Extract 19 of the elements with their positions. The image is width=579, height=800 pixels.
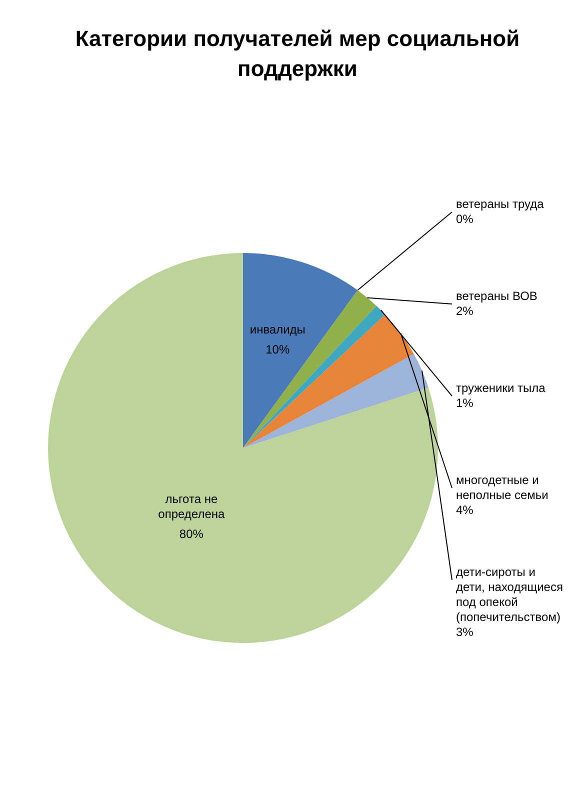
data-label: 1% bbox=[456, 396, 474, 410]
pie-slice bbox=[243, 354, 428, 448]
text: 0% bbox=[456, 212, 474, 226]
chart-title: Категории получателей мер социальной поддержки bbox=[75, 26, 520, 81]
slice-label: инвалиды bbox=[250, 322, 306, 336]
data-label: 10% bbox=[266, 342, 290, 356]
slice-label: льгота не определена bbox=[158, 492, 225, 521]
data-label: 2% bbox=[456, 304, 474, 318]
pie-slice bbox=[48, 253, 438, 643]
data-label: 3% bbox=[456, 625, 474, 639]
slice-label: дети-сироты и дети, находящиеся под опекой (попечительством) bbox=[456, 565, 563, 624]
slice-label: труженики тыла bbox=[456, 381, 546, 395]
slice-label: ветераны ВОВ bbox=[456, 289, 538, 303]
pie-slice bbox=[243, 253, 358, 448]
data-label: 4% bbox=[456, 503, 474, 517]
data-label: 80% bbox=[179, 526, 204, 541]
pie-slice bbox=[243, 314, 414, 448]
slice-label: многодетные и неполные семьи bbox=[456, 473, 548, 502]
category-label: ветераны труда bbox=[456, 197, 544, 211]
